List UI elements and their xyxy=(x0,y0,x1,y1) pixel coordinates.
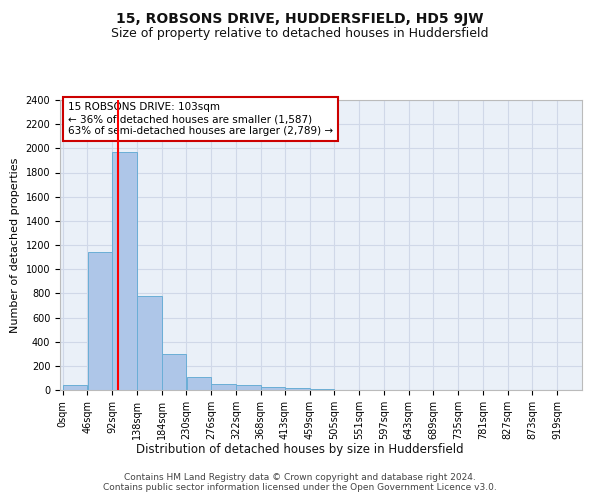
Bar xyxy=(285,388,310,390)
Bar xyxy=(162,354,187,390)
Text: Size of property relative to detached houses in Huddersfield: Size of property relative to detached ho… xyxy=(111,28,489,40)
Bar xyxy=(261,387,286,390)
Text: Contains HM Land Registry data © Crown copyright and database right 2024.
Contai: Contains HM Land Registry data © Crown c… xyxy=(103,472,497,492)
Text: Distribution of detached houses by size in Huddersfield: Distribution of detached houses by size … xyxy=(136,442,464,456)
Text: 15, ROBSONS DRIVE, HUDDERSFIELD, HD5 9JW: 15, ROBSONS DRIVE, HUDDERSFIELD, HD5 9JW xyxy=(116,12,484,26)
Bar xyxy=(236,385,260,390)
Bar xyxy=(63,385,88,390)
Bar xyxy=(88,252,112,390)
Text: 15 ROBSONS DRIVE: 103sqm
← 36% of detached houses are smaller (1,587)
63% of sem: 15 ROBSONS DRIVE: 103sqm ← 36% of detach… xyxy=(68,102,333,136)
Bar xyxy=(137,296,161,390)
Bar xyxy=(187,378,211,390)
Bar xyxy=(211,384,236,390)
Y-axis label: Number of detached properties: Number of detached properties xyxy=(10,158,20,332)
Bar xyxy=(112,152,137,390)
